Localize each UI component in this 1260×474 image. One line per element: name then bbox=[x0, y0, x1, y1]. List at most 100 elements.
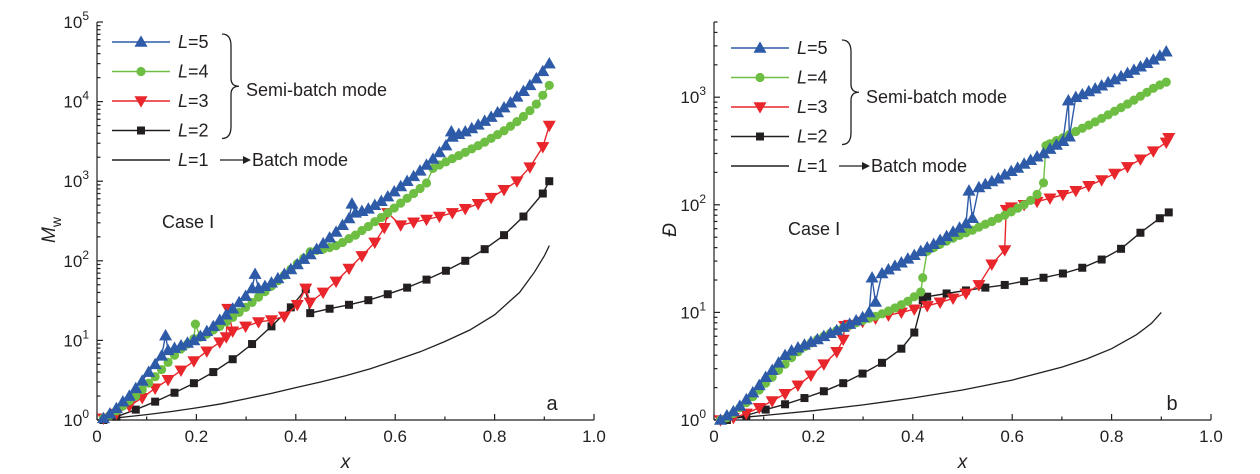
data-point bbox=[402, 193, 412, 203]
y-tick-exponent: 2 bbox=[699, 192, 706, 206]
data-point bbox=[503, 96, 518, 108]
data-point bbox=[542, 120, 556, 133]
chart-panel-a: 0 0.2 0.4 0.6 0.8 1.0x100101102103104105MwL=5… bbox=[39, 9, 606, 473]
y-tick-exponent: 0 bbox=[699, 407, 706, 421]
data-point bbox=[116, 395, 130, 407]
data-point bbox=[733, 399, 747, 411]
x-tick-label: 0.2 bbox=[185, 427, 209, 446]
y-tick-label: 104 bbox=[63, 89, 89, 112]
data-point bbox=[441, 266, 450, 275]
data-point bbox=[909, 292, 919, 302]
series-line bbox=[713, 311, 1162, 421]
data-point bbox=[471, 199, 485, 211]
y-axis-title-subscript: w bbox=[48, 216, 64, 228]
batch-mode-label: Batch mode bbox=[252, 150, 348, 170]
data-point bbox=[148, 357, 162, 370]
data-point bbox=[752, 378, 766, 391]
data-point bbox=[209, 368, 218, 377]
data-point bbox=[1159, 45, 1173, 57]
data-point bbox=[759, 370, 773, 382]
data-point bbox=[1019, 200, 1029, 210]
data-point bbox=[248, 267, 262, 279]
data-point bbox=[422, 275, 431, 284]
series-L-1 bbox=[713, 311, 1162, 421]
batch-arrow-head bbox=[862, 162, 870, 170]
data-point bbox=[1136, 228, 1145, 237]
data-point bbox=[1155, 214, 1164, 223]
data-point bbox=[396, 198, 406, 208]
legend-label: L=4 bbox=[178, 62, 209, 82]
data-point bbox=[910, 328, 919, 337]
x-tick-label: 0.6 bbox=[383, 427, 407, 446]
data-point bbox=[290, 300, 304, 312]
data-point bbox=[538, 189, 547, 198]
data-point bbox=[981, 283, 990, 292]
data-point bbox=[310, 242, 324, 254]
data-point bbox=[869, 295, 883, 307]
x-tick-label: 0.6 bbox=[1000, 427, 1024, 446]
data-point bbox=[142, 365, 156, 377]
legend-value: =4 bbox=[188, 62, 209, 82]
data-point bbox=[819, 387, 828, 396]
legend-variable: L bbox=[797, 156, 807, 176]
legend-value: =5 bbox=[188, 32, 209, 52]
y-tick-base: 10 bbox=[63, 331, 82, 350]
batch-arrow-head bbox=[243, 156, 251, 164]
legend-bracket bbox=[841, 39, 860, 146]
data-point bbox=[419, 214, 434, 227]
series-L-3 bbox=[713, 132, 1176, 427]
data-point bbox=[377, 222, 391, 235]
y-tick-label: 102 bbox=[680, 192, 706, 215]
data-point bbox=[752, 402, 766, 415]
data-point bbox=[264, 315, 278, 327]
legend-variable: L bbox=[797, 38, 807, 58]
legend-variable: L bbox=[178, 150, 188, 170]
data-point bbox=[858, 369, 867, 378]
data-point bbox=[519, 212, 528, 221]
series-line bbox=[720, 137, 1170, 421]
data-point bbox=[151, 397, 160, 406]
legend-label: L=2 bbox=[797, 127, 828, 147]
data-point bbox=[897, 344, 906, 353]
data-point bbox=[1062, 130, 1076, 142]
series-L-4 bbox=[715, 77, 1171, 425]
data-point bbox=[129, 381, 143, 394]
y-tick-label: 100 bbox=[680, 407, 706, 430]
data-point bbox=[432, 211, 446, 224]
data-point bbox=[765, 396, 779, 408]
legend-marker bbox=[134, 35, 148, 47]
data-point bbox=[1117, 244, 1126, 253]
data-point bbox=[403, 283, 412, 292]
data-point bbox=[772, 356, 786, 368]
y-tick-exponent: 1 bbox=[82, 327, 89, 341]
legend-variable: L bbox=[797, 97, 807, 117]
data-point bbox=[1000, 280, 1009, 289]
data-point bbox=[778, 389, 792, 401]
data-point bbox=[1146, 146, 1160, 158]
data-point bbox=[839, 379, 848, 388]
data-point bbox=[529, 71, 543, 84]
y-tick-base: 10 bbox=[63, 93, 82, 112]
legend-marker bbox=[753, 41, 767, 53]
series-line bbox=[103, 125, 550, 419]
data-point bbox=[862, 305, 876, 318]
legend-value: =1 bbox=[807, 156, 828, 176]
data-point bbox=[1082, 181, 1096, 193]
legend-label: L=3 bbox=[178, 91, 209, 111]
data-point bbox=[525, 106, 535, 116]
y-tick-exponent: 3 bbox=[699, 84, 706, 98]
data-point bbox=[800, 394, 809, 403]
y-tick-base: 10 bbox=[680, 303, 699, 322]
data-point bbox=[364, 296, 373, 305]
data-point bbox=[877, 358, 886, 367]
data-point bbox=[389, 203, 399, 213]
data-point bbox=[1032, 189, 1042, 199]
data-point bbox=[219, 308, 233, 320]
y-tick-label: 103 bbox=[680, 84, 706, 107]
data-point bbox=[965, 211, 979, 224]
data-point bbox=[512, 117, 522, 127]
data-point bbox=[253, 292, 264, 302]
data-point bbox=[523, 78, 537, 91]
data-point bbox=[148, 383, 162, 395]
data-point bbox=[1039, 273, 1048, 282]
